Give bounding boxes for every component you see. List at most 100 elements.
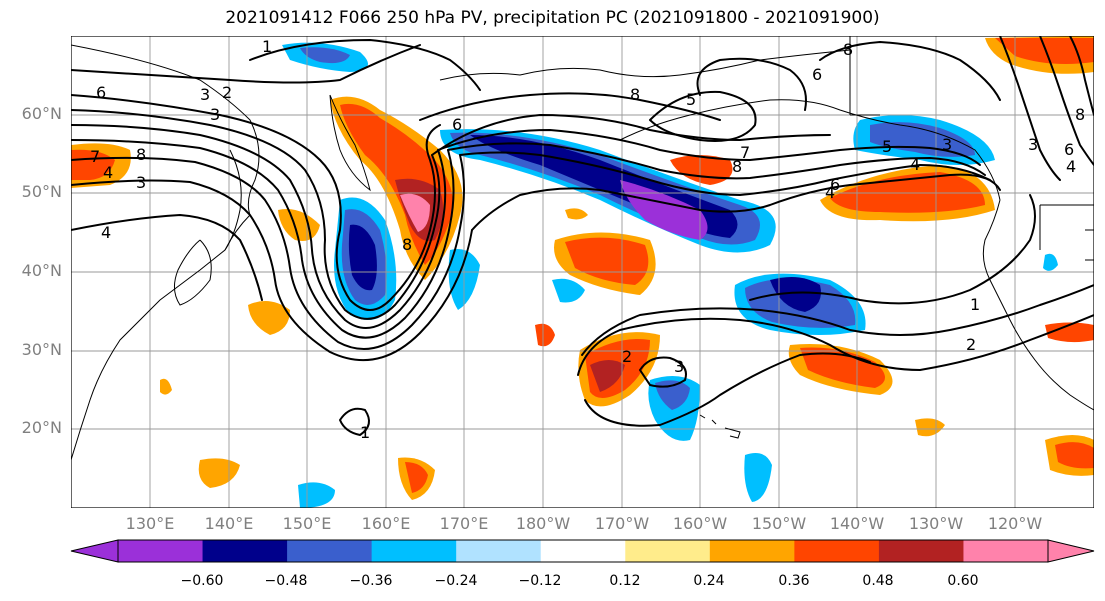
neg-anomaly-patch xyxy=(744,452,772,502)
neg-anomaly-patch xyxy=(552,278,585,303)
neg-anomaly-patch xyxy=(300,47,350,64)
colorbar-outline xyxy=(117,539,1049,563)
pos-anomaly-patch xyxy=(160,378,172,395)
colorbar-swatch xyxy=(625,540,711,562)
lat-label: 40°N xyxy=(21,261,62,280)
contour-label: 4 xyxy=(1066,157,1076,176)
colorbar-tick-label: −0.36 xyxy=(349,573,393,589)
lon-label: 160°E xyxy=(361,514,411,533)
pos-anomaly-patch xyxy=(565,208,588,220)
neg-anomaly-patch xyxy=(348,224,377,291)
map-panel: 6 3 2 3 7 8 4 3 4 1 6 8 8 5 6 8 7 8 4 6 … xyxy=(71,36,1094,508)
colorbar-tick-label: 0.12 xyxy=(609,573,641,589)
lat-label: 20°N xyxy=(21,418,62,437)
pos-anomaly-patch xyxy=(400,193,430,232)
contour-label: 1 xyxy=(970,295,980,314)
map-graticule xyxy=(71,36,1094,508)
lon-label: 120°W xyxy=(987,514,1043,533)
pos-anomaly-patch xyxy=(198,458,240,488)
lon-label: 150°E xyxy=(282,514,332,533)
lon-label: 140°E xyxy=(204,514,254,533)
contour-label: 3 xyxy=(200,85,210,104)
contour-label: 1 xyxy=(262,37,272,56)
contour-label: 5 xyxy=(882,137,892,156)
pos-anomaly-patch xyxy=(1055,442,1094,469)
neg-anomaly-patch xyxy=(1043,253,1058,271)
pv-contour-labels: 6 3 2 3 7 8 4 3 4 1 6 8 8 5 6 8 7 8 4 6 … xyxy=(90,37,1085,442)
lat-label: 50°N xyxy=(21,182,62,201)
colorbar-swatch xyxy=(202,540,288,562)
contour-label: 7 xyxy=(90,147,100,166)
colorbar-tick-label: 0.60 xyxy=(947,573,979,589)
colorbar-tick-label: 0.36 xyxy=(778,573,810,589)
neg-anomaly-patch xyxy=(770,276,821,312)
contour-label: 6 xyxy=(96,83,106,102)
contour-label: 3 xyxy=(136,173,146,192)
pos-anomaly-patch xyxy=(565,237,649,285)
colorbar-swatch xyxy=(287,540,373,562)
contour-label: 8 xyxy=(732,157,742,176)
pos-anomaly-patch xyxy=(248,301,290,335)
contour-label: 3 xyxy=(210,105,220,124)
neg-anomaly-patch xyxy=(620,180,708,240)
contour-label: 2 xyxy=(622,347,632,366)
contour-label: 3 xyxy=(674,357,684,376)
colorbar-swatch xyxy=(118,540,204,562)
lon-label: 130°E xyxy=(125,514,175,533)
lon-label: 180°W xyxy=(515,514,571,533)
contour-label: 8 xyxy=(136,145,146,164)
neg-anomaly-patch xyxy=(870,122,975,157)
contour-label: 4 xyxy=(101,223,111,242)
lon-label: 160°W xyxy=(672,514,728,533)
contour-label: 2 xyxy=(222,83,232,102)
pos-anomaly-patch xyxy=(830,172,985,213)
contour-label: 7 xyxy=(740,143,750,162)
pos-anomaly-patch xyxy=(915,418,945,437)
contour-label: 5 xyxy=(686,90,696,109)
colorbar-tick-label: −0.12 xyxy=(518,573,562,589)
colorbar-swatch xyxy=(456,540,542,562)
contour-label: 6 xyxy=(452,115,462,134)
contour-label: 3 xyxy=(1028,135,1038,154)
pv-contours xyxy=(71,36,1094,437)
contour-label: 2 xyxy=(966,335,976,354)
contour-label: 4 xyxy=(825,183,835,202)
lon-label: 130°W xyxy=(908,514,964,533)
colorbar-tick-label: 0.48 xyxy=(862,573,894,589)
lon-label: 170°W xyxy=(594,514,650,533)
contour-label: 1 xyxy=(360,423,370,442)
lon-label: 140°W xyxy=(829,514,885,533)
colorbar-tick-label: 0.24 xyxy=(693,573,725,589)
colorbar-swatch xyxy=(794,540,880,562)
colorbar-extend-low xyxy=(70,539,119,563)
colorbar-swatch xyxy=(371,540,457,562)
pos-anomaly-patch xyxy=(278,209,320,241)
contour-label: 4 xyxy=(910,155,920,174)
contour-label: 6 xyxy=(830,175,840,194)
neg-anomaly-patch xyxy=(655,380,690,410)
contour-label: 4 xyxy=(103,163,113,182)
colorbar-extend-high xyxy=(1047,539,1095,563)
map-title: 2021091412 F066 250 hPa PV, precipitatio… xyxy=(225,8,880,28)
colorbar-swatch xyxy=(540,540,626,562)
pos-anomaly-patch xyxy=(1045,322,1094,343)
contour-label: 6 xyxy=(812,65,822,84)
contour-label: 6 xyxy=(1064,140,1074,159)
colorbar-tick-label: −0.24 xyxy=(434,573,478,589)
pos-anomaly-patch xyxy=(995,38,1094,64)
colorbar-tick-label: −0.60 xyxy=(180,573,224,589)
pos-anomaly-patch xyxy=(405,462,428,493)
contour-label: 8 xyxy=(630,85,640,104)
contour-label: 3 xyxy=(942,135,952,154)
neg-anomaly-patch xyxy=(298,482,335,508)
colorbar xyxy=(70,539,1095,563)
colorbar-tick-label: −0.48 xyxy=(264,573,308,589)
colorbar-swatch xyxy=(709,540,795,562)
lon-label: 150°W xyxy=(751,514,807,533)
contour-label: 8 xyxy=(402,235,412,254)
contour-label: 8 xyxy=(1075,105,1085,124)
lat-label: 30°N xyxy=(21,340,62,359)
pos-anomaly-patch xyxy=(535,323,555,347)
lon-label: 170°E xyxy=(439,514,489,533)
